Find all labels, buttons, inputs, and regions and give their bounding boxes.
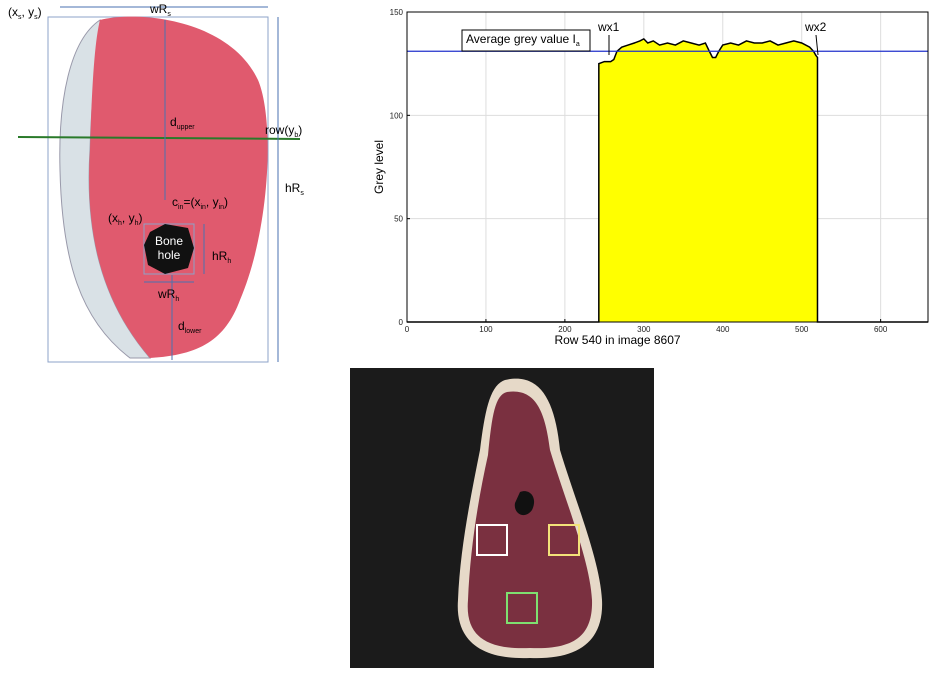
page: Bone hole (xs, ys)wRsrow(yb)hRsduppercin…: [0, 0, 930, 670]
label-part: row(y: [265, 123, 294, 137]
annotation: wx1: [597, 20, 620, 34]
label-part: =(x: [183, 195, 200, 209]
label: row(yb): [265, 123, 302, 139]
subscript: upper: [177, 124, 196, 131]
x-tick-label: 500: [795, 325, 809, 334]
x-tick-label: 0: [405, 325, 410, 334]
figure: Bone hole (xs, ys)wRsrow(yb)hRsduppercin…: [0, 0, 930, 670]
subscript: a: [576, 41, 580, 48]
y-tick-label: 100: [390, 111, 404, 120]
subscript: lower: [185, 328, 202, 335]
subscript: s: [167, 11, 171, 18]
label-part: wR: [157, 287, 176, 301]
subscript: s: [300, 190, 304, 197]
bone-hole-label: hole: [158, 248, 181, 262]
label-part: hR: [212, 249, 228, 263]
area: [407, 39, 928, 322]
label: Average grey value Ia: [466, 32, 580, 48]
x-tick-label: 600: [874, 325, 888, 334]
y-axis-label: Grey level: [372, 140, 386, 194]
label: (xs, ys): [8, 5, 42, 21]
y-tick-label: 150: [390, 8, 404, 17]
label-part: (x: [8, 5, 18, 19]
label-part: hR: [285, 181, 301, 195]
label: hRs: [285, 181, 304, 197]
photo: [350, 368, 654, 668]
annotation: wx2: [804, 20, 827, 34]
label-part: ): [298, 123, 302, 137]
diagram: Bone hole (xs, ys)wRsrow(yb)hRsduppercin…: [8, 2, 304, 362]
y-tick-label: 0: [399, 318, 404, 327]
label-part: d: [178, 319, 185, 333]
subscript: h: [175, 296, 179, 303]
label-part: (x: [108, 211, 118, 225]
y-tick-label: 50: [394, 215, 403, 224]
label-part: , y: [22, 5, 35, 19]
annotation-arrow: [816, 35, 818, 55]
x-axis-label: Row 540 in image 8607: [554, 333, 680, 347]
label-part: ): [38, 5, 42, 19]
label-part: , y: [206, 195, 219, 209]
label-part: , y: [122, 211, 135, 225]
subscript: h: [227, 258, 231, 265]
bone-hole-label: Bone: [155, 234, 183, 248]
label-part: ): [138, 211, 142, 225]
label-part: ): [224, 195, 228, 209]
x-tick-label: 100: [479, 325, 493, 334]
label: wRs: [149, 2, 171, 18]
x-tick-label: 400: [716, 325, 730, 334]
label-part: d: [170, 115, 177, 129]
label-part: wR: [149, 2, 168, 16]
label-part: Average grey value I: [466, 32, 576, 46]
